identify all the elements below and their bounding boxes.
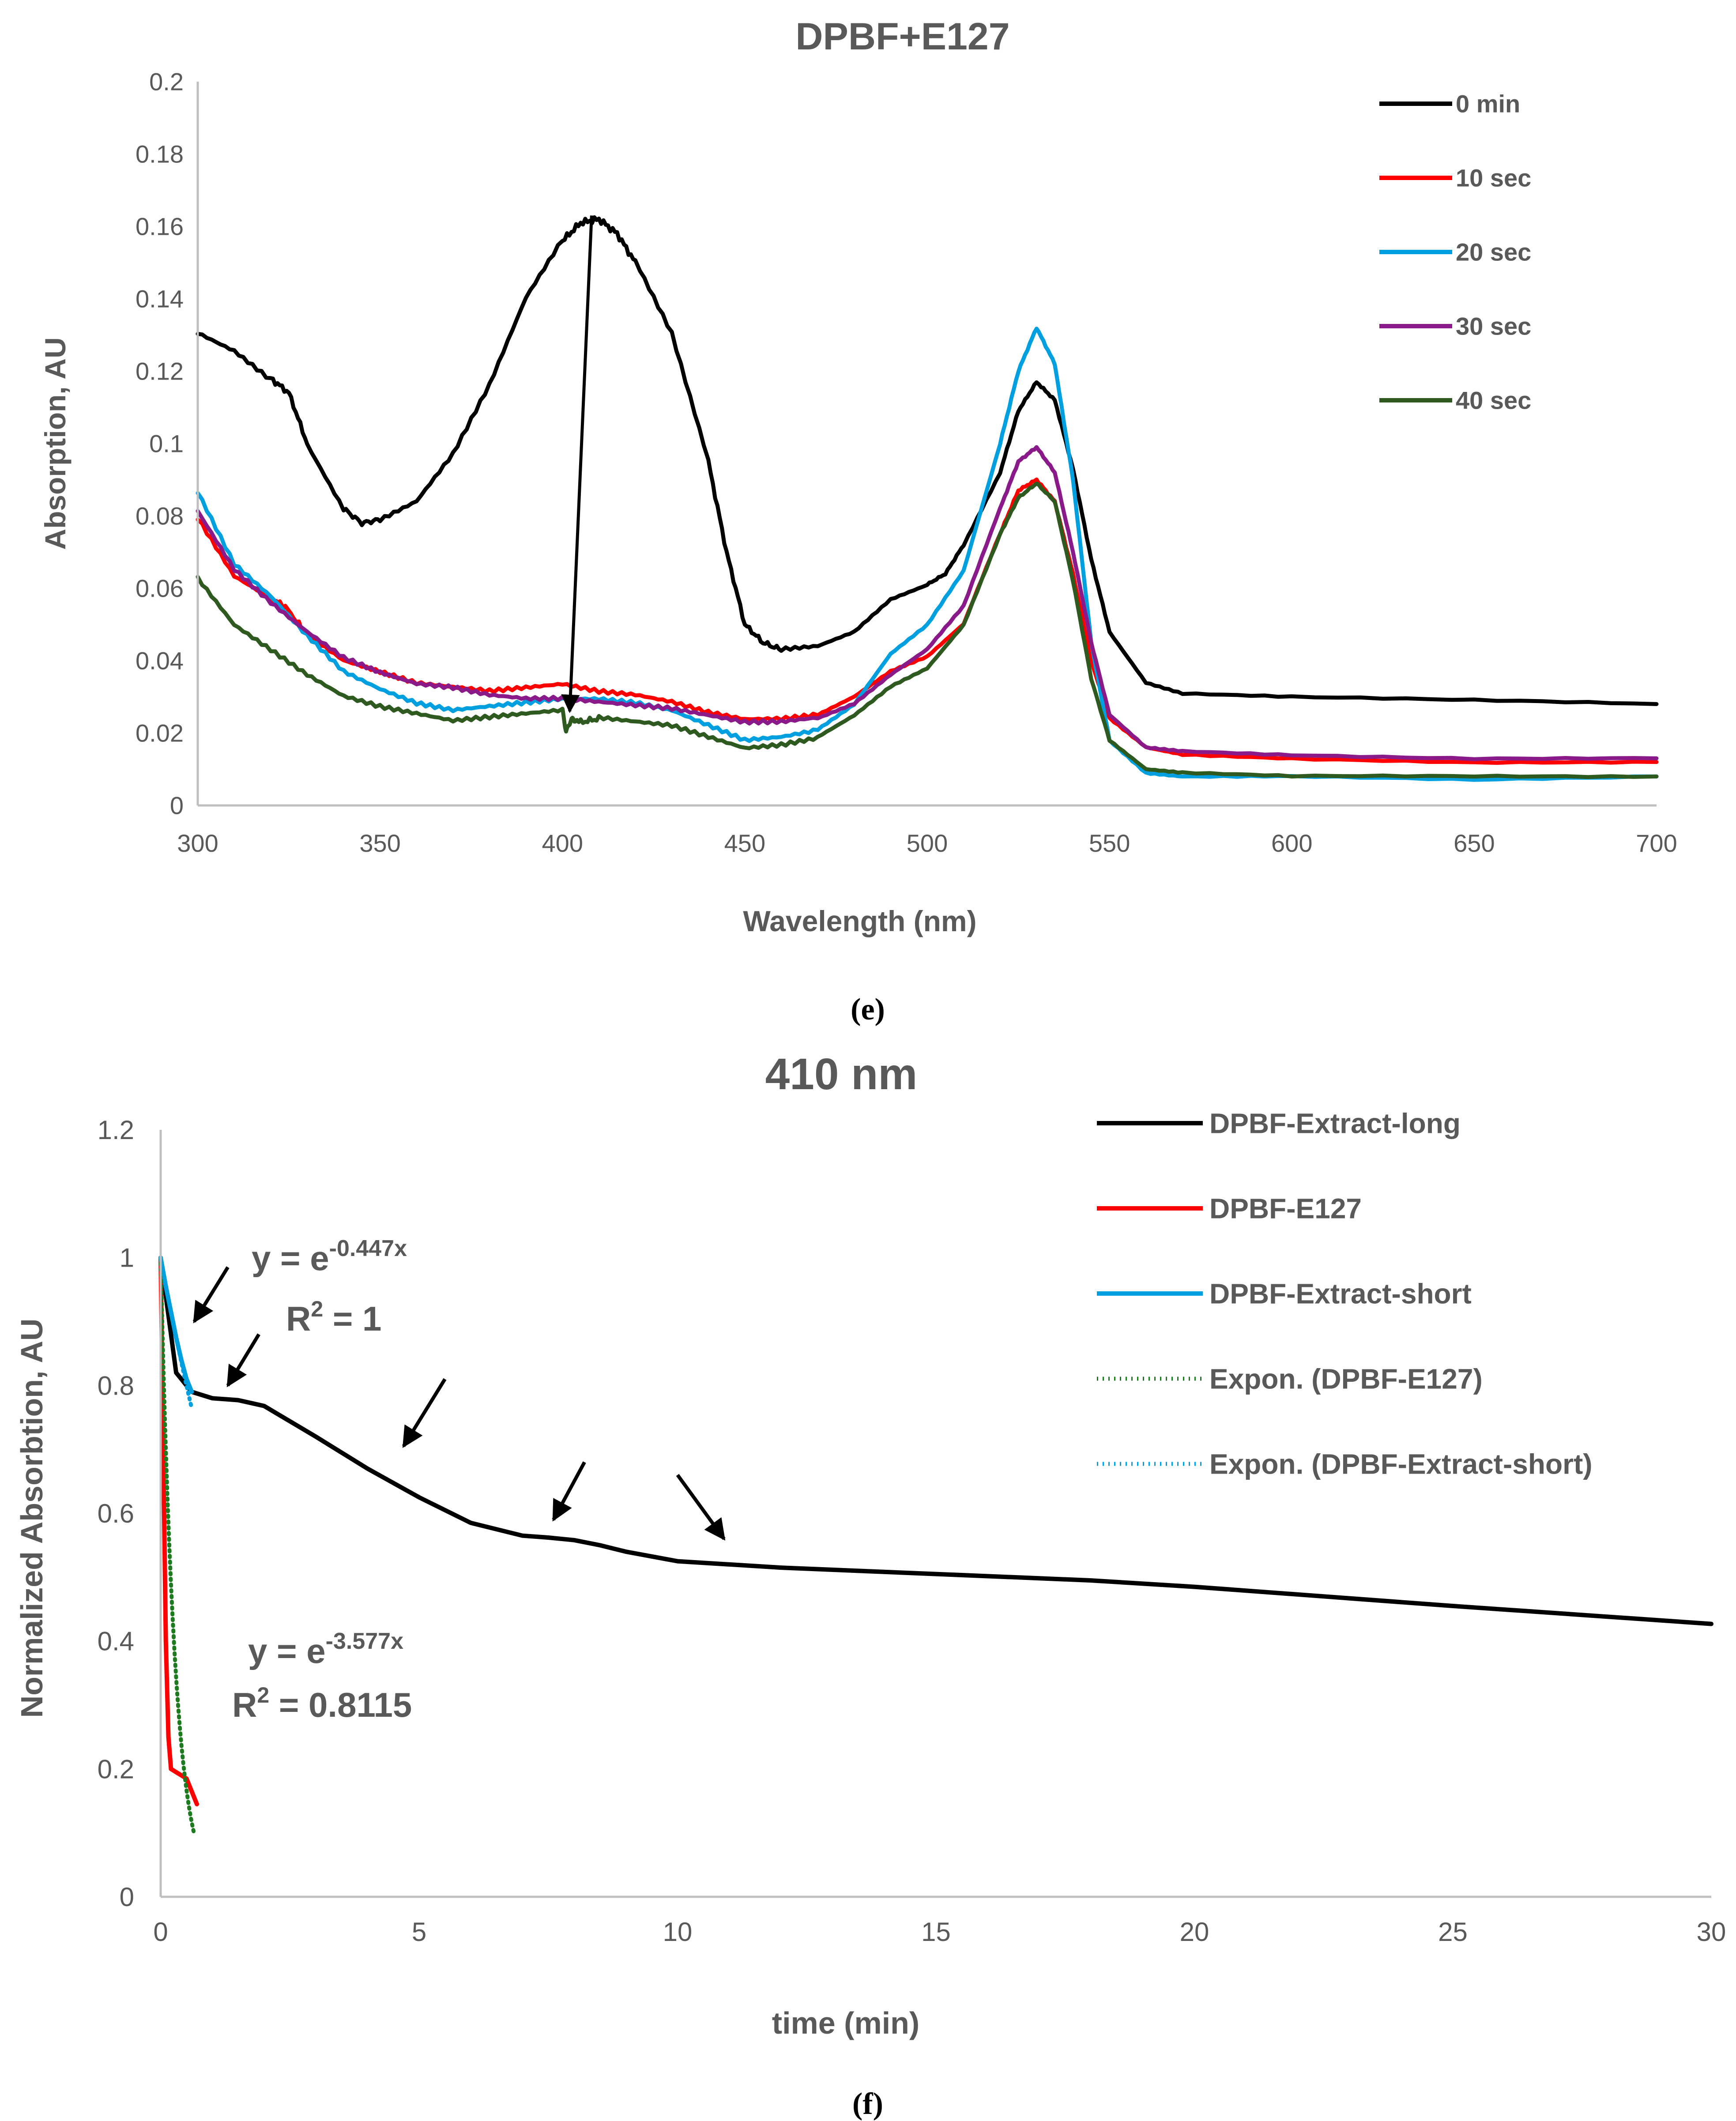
y-tick-label: 0.16	[136, 213, 184, 241]
chart-e-axes	[196, 82, 1657, 807]
chart-e-x-axis-label: Wavelength (nm)	[743, 905, 976, 937]
legend-label-20-sec: 20 sec	[1456, 238, 1531, 266]
legend-label-30-sec: 30 sec	[1456, 312, 1531, 340]
y-tick-label: 1.2	[98, 1115, 134, 1145]
x-tick-label: 450	[724, 829, 765, 857]
annotation-arrow	[561, 215, 593, 713]
chart-e-caption: (e)	[851, 993, 885, 1027]
x-tick-label: 650	[1454, 829, 1495, 857]
legend-label-dpbf-e127: DPBF-E127	[1209, 1192, 1362, 1224]
y-tick-label: 0.18	[136, 140, 184, 168]
x-tick-label: 600	[1271, 829, 1312, 857]
series-line-10-sec	[196, 478, 1659, 765]
series-line-30-sec	[196, 445, 1659, 761]
y-tick-label: 0.02	[136, 719, 184, 747]
shoulder-arrow	[226, 1333, 260, 1388]
x-tick-label: 25	[1438, 1917, 1468, 1947]
x-tick-label: 30	[1697, 1917, 1726, 1947]
equation-2-r2: R2 = 0.8115	[232, 1683, 412, 1724]
x-tick-label: 300	[177, 829, 218, 857]
legend-label-expon-dpbf-e127: Expon. (DPBF-E127)	[1209, 1363, 1483, 1395]
x-tick-label: 500	[907, 829, 948, 857]
shoulder-arrow	[676, 1474, 726, 1541]
x-tick-label: 10	[663, 1917, 693, 1947]
y-tick-label: 0.04	[136, 647, 184, 675]
chart-e-x-ticks: 300 350 400 450 500 550 600 650 700	[177, 829, 1677, 857]
chart-e-plot-area	[196, 215, 1659, 782]
x-tick-label: 550	[1089, 829, 1130, 857]
series-line-dpbf-extract-long	[158, 1255, 1713, 1626]
chart-f-title: 410 nm	[765, 1049, 918, 1099]
y-tick-label: 0.4	[98, 1627, 134, 1656]
y-tick-label: 0.06	[136, 575, 184, 602]
legend-label-dpbf-extract-short: DPBF-Extract-short	[1209, 1278, 1472, 1309]
chart-f-plot-area	[158, 1255, 1713, 1836]
chart-f-y-axis-label: Normalized Absorbtion, AU	[15, 1319, 49, 1718]
series-line-dpbf-e127	[158, 1255, 199, 1806]
legend-label-expon-dpbf-extract-short: Expon. (DPBF-Extract-short)	[1209, 1448, 1593, 1480]
y-tick-label: 1	[120, 1243, 134, 1273]
chart-f-y-ticks: 0 0.2 0.4 0.6 0.8 1 1.2	[98, 1115, 134, 1912]
y-tick-label: 0.1	[149, 430, 184, 458]
equation-2-formula: y = e-3.577x	[248, 1628, 403, 1670]
chart-e-title: DPBF+E127	[795, 15, 1009, 58]
y-tick-label: 0	[120, 1882, 134, 1912]
equation-extract-short: y = e-0.447x R2 = 1	[252, 1236, 407, 1338]
series-line-20-sec	[196, 327, 1659, 782]
chart-e-y-axis-label: Absorption, AU	[39, 337, 72, 550]
chart-f-axes	[159, 1130, 1711, 1898]
x-tick-label: 400	[542, 829, 583, 857]
legend-label-40-sec: 40 sec	[1456, 387, 1531, 414]
equation-1-r2: R2 = 1	[286, 1297, 381, 1338]
x-tick-label: 20	[1180, 1917, 1209, 1947]
series-line-expon-dpbf-e127	[158, 1256, 196, 1836]
y-tick-label: 0	[170, 792, 184, 820]
chart-f-x-ticks: 0 5 10 15 20 25 30	[153, 1917, 1726, 1947]
equation-e127: y = e-3.577x R2 = 0.8115	[232, 1628, 412, 1724]
legend-label-10-sec: 10 sec	[1456, 164, 1531, 192]
shoulder-arrow	[192, 1266, 230, 1324]
x-tick-label: 700	[1636, 829, 1677, 857]
shoulder-arrow	[552, 1461, 586, 1522]
chart-f-x-axis-label: time (min)	[772, 2006, 919, 2040]
chart-e: DPBF+E127 0 0.02 0.04 0.06 0.08 0.1 0.12 0.14 0.…	[39, 15, 1677, 1027]
legend-label-0-min: 0 min	[1456, 90, 1520, 118]
y-tick-label: 0.6	[98, 1499, 134, 1528]
y-tick-label: 0.2	[149, 68, 184, 96]
chart-e-legend: 0 min 10 sec 20 sec 30 sec 40 sec	[1379, 90, 1531, 414]
chart-f-legend: DPBF-Extract-long DPBF-E127 DPBF-Extract-s…	[1097, 1107, 1593, 1480]
series-line-expon-dpbf-extract-short	[158, 1256, 194, 1410]
x-tick-label: 350	[359, 829, 400, 857]
x-tick-label: 5	[412, 1917, 426, 1947]
equation-1-formula: y = e-0.447x	[252, 1236, 407, 1278]
y-tick-label: 0.2	[98, 1754, 134, 1784]
x-tick-label: 0	[153, 1917, 168, 1947]
chart-f-caption: (f)	[852, 2087, 883, 2121]
chart-f: 410 nm 0 0.2 0.4 0.6 0.8 1 1.2 0 5 10 15 20 25 30 No…	[15, 1049, 1726, 2121]
x-tick-label: 15	[921, 1917, 951, 1947]
legend-label-dpbf-extract-long: DPBF-Extract-long	[1209, 1107, 1461, 1139]
series-line-40-sec	[196, 481, 1659, 779]
chart-e-y-ticks: 0 0.02 0.04 0.06 0.08 0.1 0.12 0.14 0.16 0.18 0.2	[136, 68, 184, 820]
y-tick-label: 0.12	[136, 357, 184, 385]
y-tick-label: 0.08	[136, 502, 184, 530]
series-line-0-min	[196, 215, 1659, 706]
shoulder-arrow	[402, 1378, 447, 1448]
y-tick-label: 0.8	[98, 1371, 134, 1400]
y-tick-label: 0.14	[136, 285, 184, 313]
